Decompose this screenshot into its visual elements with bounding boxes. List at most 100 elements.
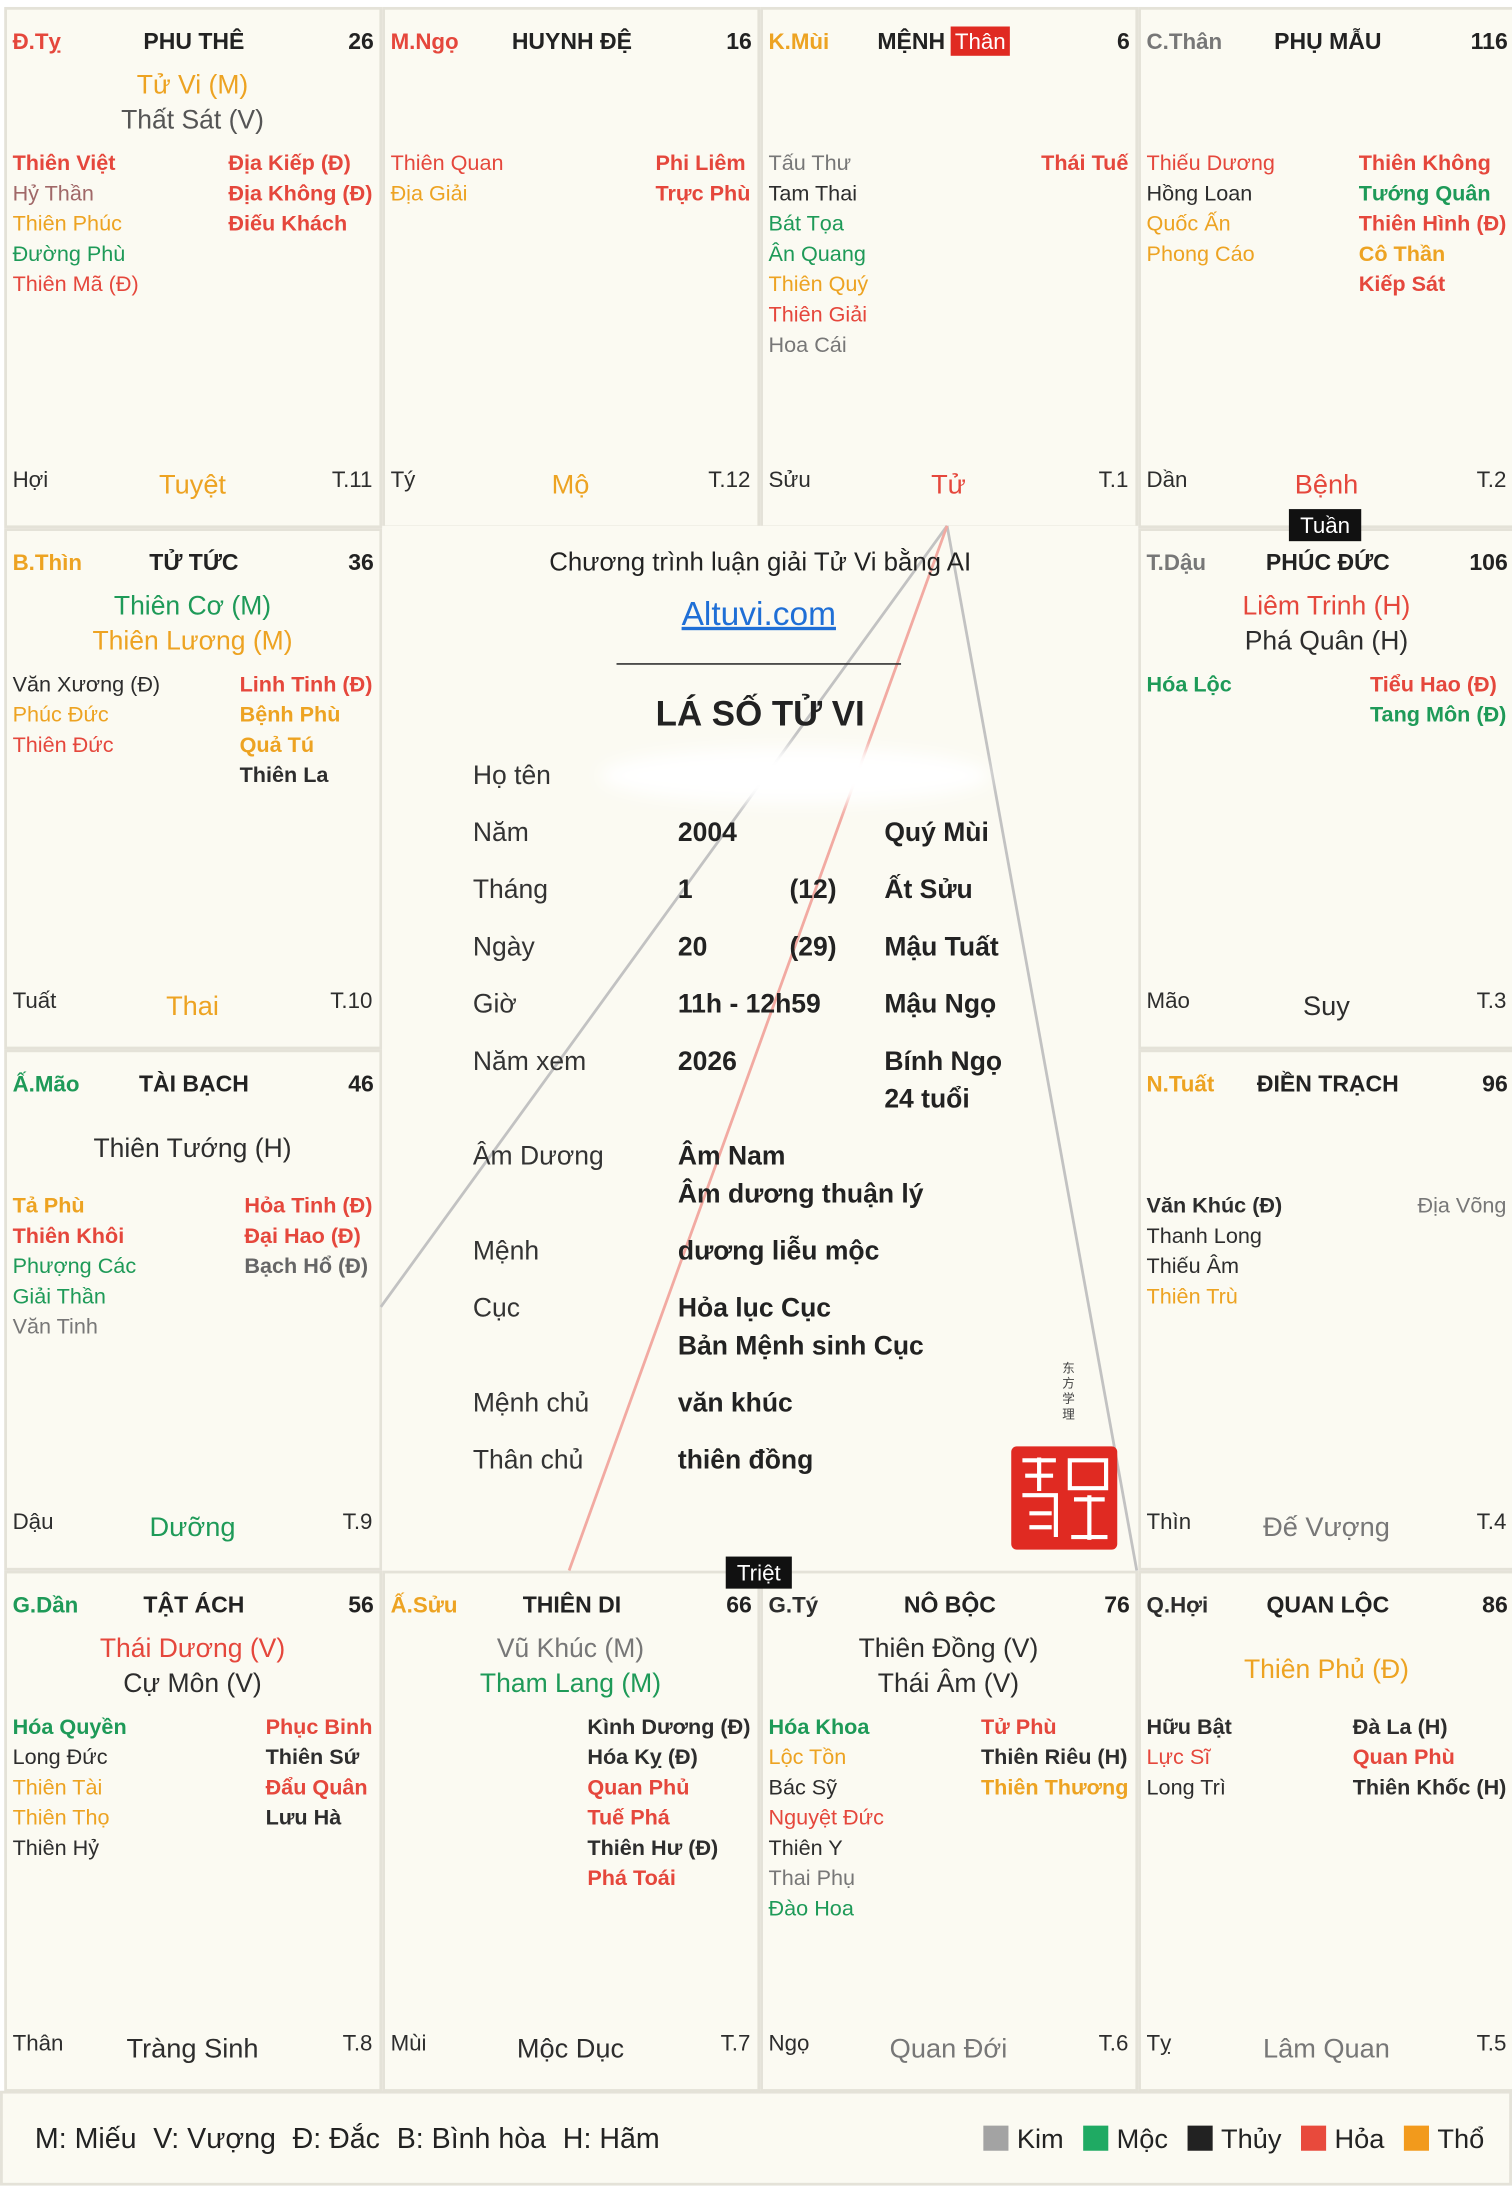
branch: Dần [1147, 467, 1188, 492]
star: Thái Tuế [1041, 150, 1129, 175]
palace-cell [1138, 1570, 1512, 2092]
legend-swatch [1083, 2125, 1109, 2151]
stage: Đế Vượng [1263, 1511, 1390, 1542]
main-star: Cự Môn (V) [123, 1668, 261, 1698]
palace-name: ĐIỀN TRẠCH [1257, 1069, 1399, 1096]
info-side: 24 tuổi [884, 1083, 969, 1113]
marker-label: Tuần [1300, 513, 1350, 538]
palace-number: 56 [348, 1591, 374, 1617]
legend-abbreviation: B: Bình hòa [397, 2123, 546, 2155]
star: Bác Sỹ [769, 1774, 838, 1799]
star: Thiên Khôi [13, 1223, 125, 1248]
star: Thiên Hình (Đ) [1359, 211, 1507, 236]
branch: Tỵ [1147, 2030, 1173, 2055]
palace-name: QUAN LỘC [1267, 1590, 1390, 1617]
palace-number: 46 [348, 1070, 374, 1096]
info-label: Giờ [473, 989, 517, 1019]
legend-element: Thổ [1437, 2123, 1484, 2154]
star: Địa Võng [1417, 1193, 1506, 1218]
seal-glyph [1022, 1457, 1109, 1540]
main-star: Thái Dương (V) [100, 1633, 285, 1663]
star: Hóa Lộc [1147, 671, 1232, 696]
info-label: Ngày [473, 931, 536, 961]
legend-abbreviation: M: Miếu [35, 2123, 137, 2155]
palace-number: 16 [726, 28, 752, 54]
info-label: Cục [473, 1293, 520, 1323]
seal-caption: 东方学理 [1060, 1361, 1074, 1422]
than-tag-box [950, 26, 1010, 56]
star: Thanh Long [1147, 1223, 1262, 1248]
stage: Bệnh [1295, 469, 1359, 500]
info-value: Âm Nam [678, 1141, 786, 1171]
star: Đường Phù [13, 241, 126, 266]
stage: Lâm Quan [1263, 2032, 1390, 2063]
palace-number: 66 [726, 1591, 752, 1617]
legend-abbreviation: Đ: Đắc [293, 2122, 380, 2155]
can-chi: M.Ngọ [391, 29, 459, 54]
seal [1011, 1446, 1118, 1550]
stage: Quan Đới [890, 2032, 1008, 2063]
month: T.9 [343, 1509, 373, 1534]
star: Thiên Không [1359, 150, 1491, 175]
star: Hóa Quyền [13, 1714, 127, 1739]
info-value: dương liễu mộc [678, 1235, 879, 1265]
star: Tấu Thư [769, 150, 852, 175]
star: Quốc Ấn [1147, 211, 1231, 236]
palace-number: 116 [1471, 28, 1508, 54]
legend-swatch [983, 2125, 1009, 2151]
info-value: Âm dương thuận lý [678, 1178, 924, 1208]
palace-number: 6 [1117, 28, 1130, 54]
branch: Thìn [1147, 1509, 1192, 1534]
info-value: 2026 [678, 1046, 737, 1076]
info-side: Ất Sửu [884, 874, 972, 904]
can-chi: G.Dần [13, 1592, 79, 1617]
star: Bệnh Phù [240, 702, 341, 727]
star: Hồng Loan [1147, 180, 1253, 205]
palace-name: MỆNH [877, 27, 945, 54]
star: Hóa Kỵ (Đ) [587, 1744, 697, 1769]
info-note: (12) [789, 874, 836, 904]
main-star: Thất Sát (V) [121, 104, 264, 134]
palace-cell [4, 1570, 383, 2092]
info-side: Quý Mùi [884, 817, 989, 847]
star: Tử Phù [981, 1714, 1057, 1739]
site-link[interactable]: Altuvi.com [682, 596, 836, 633]
star: Địa Không (Đ) [228, 180, 372, 205]
star: Thiên Giải [769, 301, 868, 326]
stage: Suy [1303, 990, 1350, 1021]
month: T.5 [1477, 2030, 1507, 2055]
palace-number: 86 [1482, 1591, 1508, 1617]
star: Thiên Đức [13, 732, 114, 757]
star: Thiên Hỷ [13, 1835, 100, 1860]
palace-number: 76 [1104, 1591, 1130, 1617]
stage: Tràng Sinh [127, 2032, 259, 2063]
star: Điếu Khách [228, 211, 347, 236]
star: Thiên Y [769, 1835, 843, 1860]
star: Thiên Tài [13, 1774, 103, 1799]
info-side: Bính Ngọ [884, 1046, 1002, 1076]
star: Phục Binh [266, 1714, 373, 1739]
legend-swatch [1403, 2125, 1429, 2151]
star: Hỏa Tinh (Đ) [244, 1193, 372, 1218]
marker-box [725, 1556, 792, 1589]
star: Phá Toái [587, 1865, 675, 1890]
star: Đào Hoa [769, 1895, 855, 1920]
branch: Mùi [391, 2030, 427, 2055]
branch: Thân [13, 2030, 64, 2055]
star: Tiểu Hao (Đ) [1370, 671, 1497, 696]
main-star: Thái Âm (V) [878, 1668, 1019, 1698]
branch: Hợi [13, 467, 49, 492]
month: T.2 [1477, 467, 1507, 492]
star: Hữu Bật [1147, 1714, 1232, 1739]
palace-cell [760, 6, 1139, 529]
star: Tang Môn (Đ) [1370, 702, 1506, 727]
star: Thiên Quý [769, 271, 869, 296]
main-star: Thiên Tướng (H) [93, 1133, 291, 1163]
palace-cell [1138, 1049, 1512, 1571]
month: T.7 [721, 2030, 751, 2055]
info-label: Năm xem [473, 1046, 586, 1076]
legend-element: Kim [1017, 2123, 1064, 2154]
palace-number: 36 [348, 549, 374, 575]
